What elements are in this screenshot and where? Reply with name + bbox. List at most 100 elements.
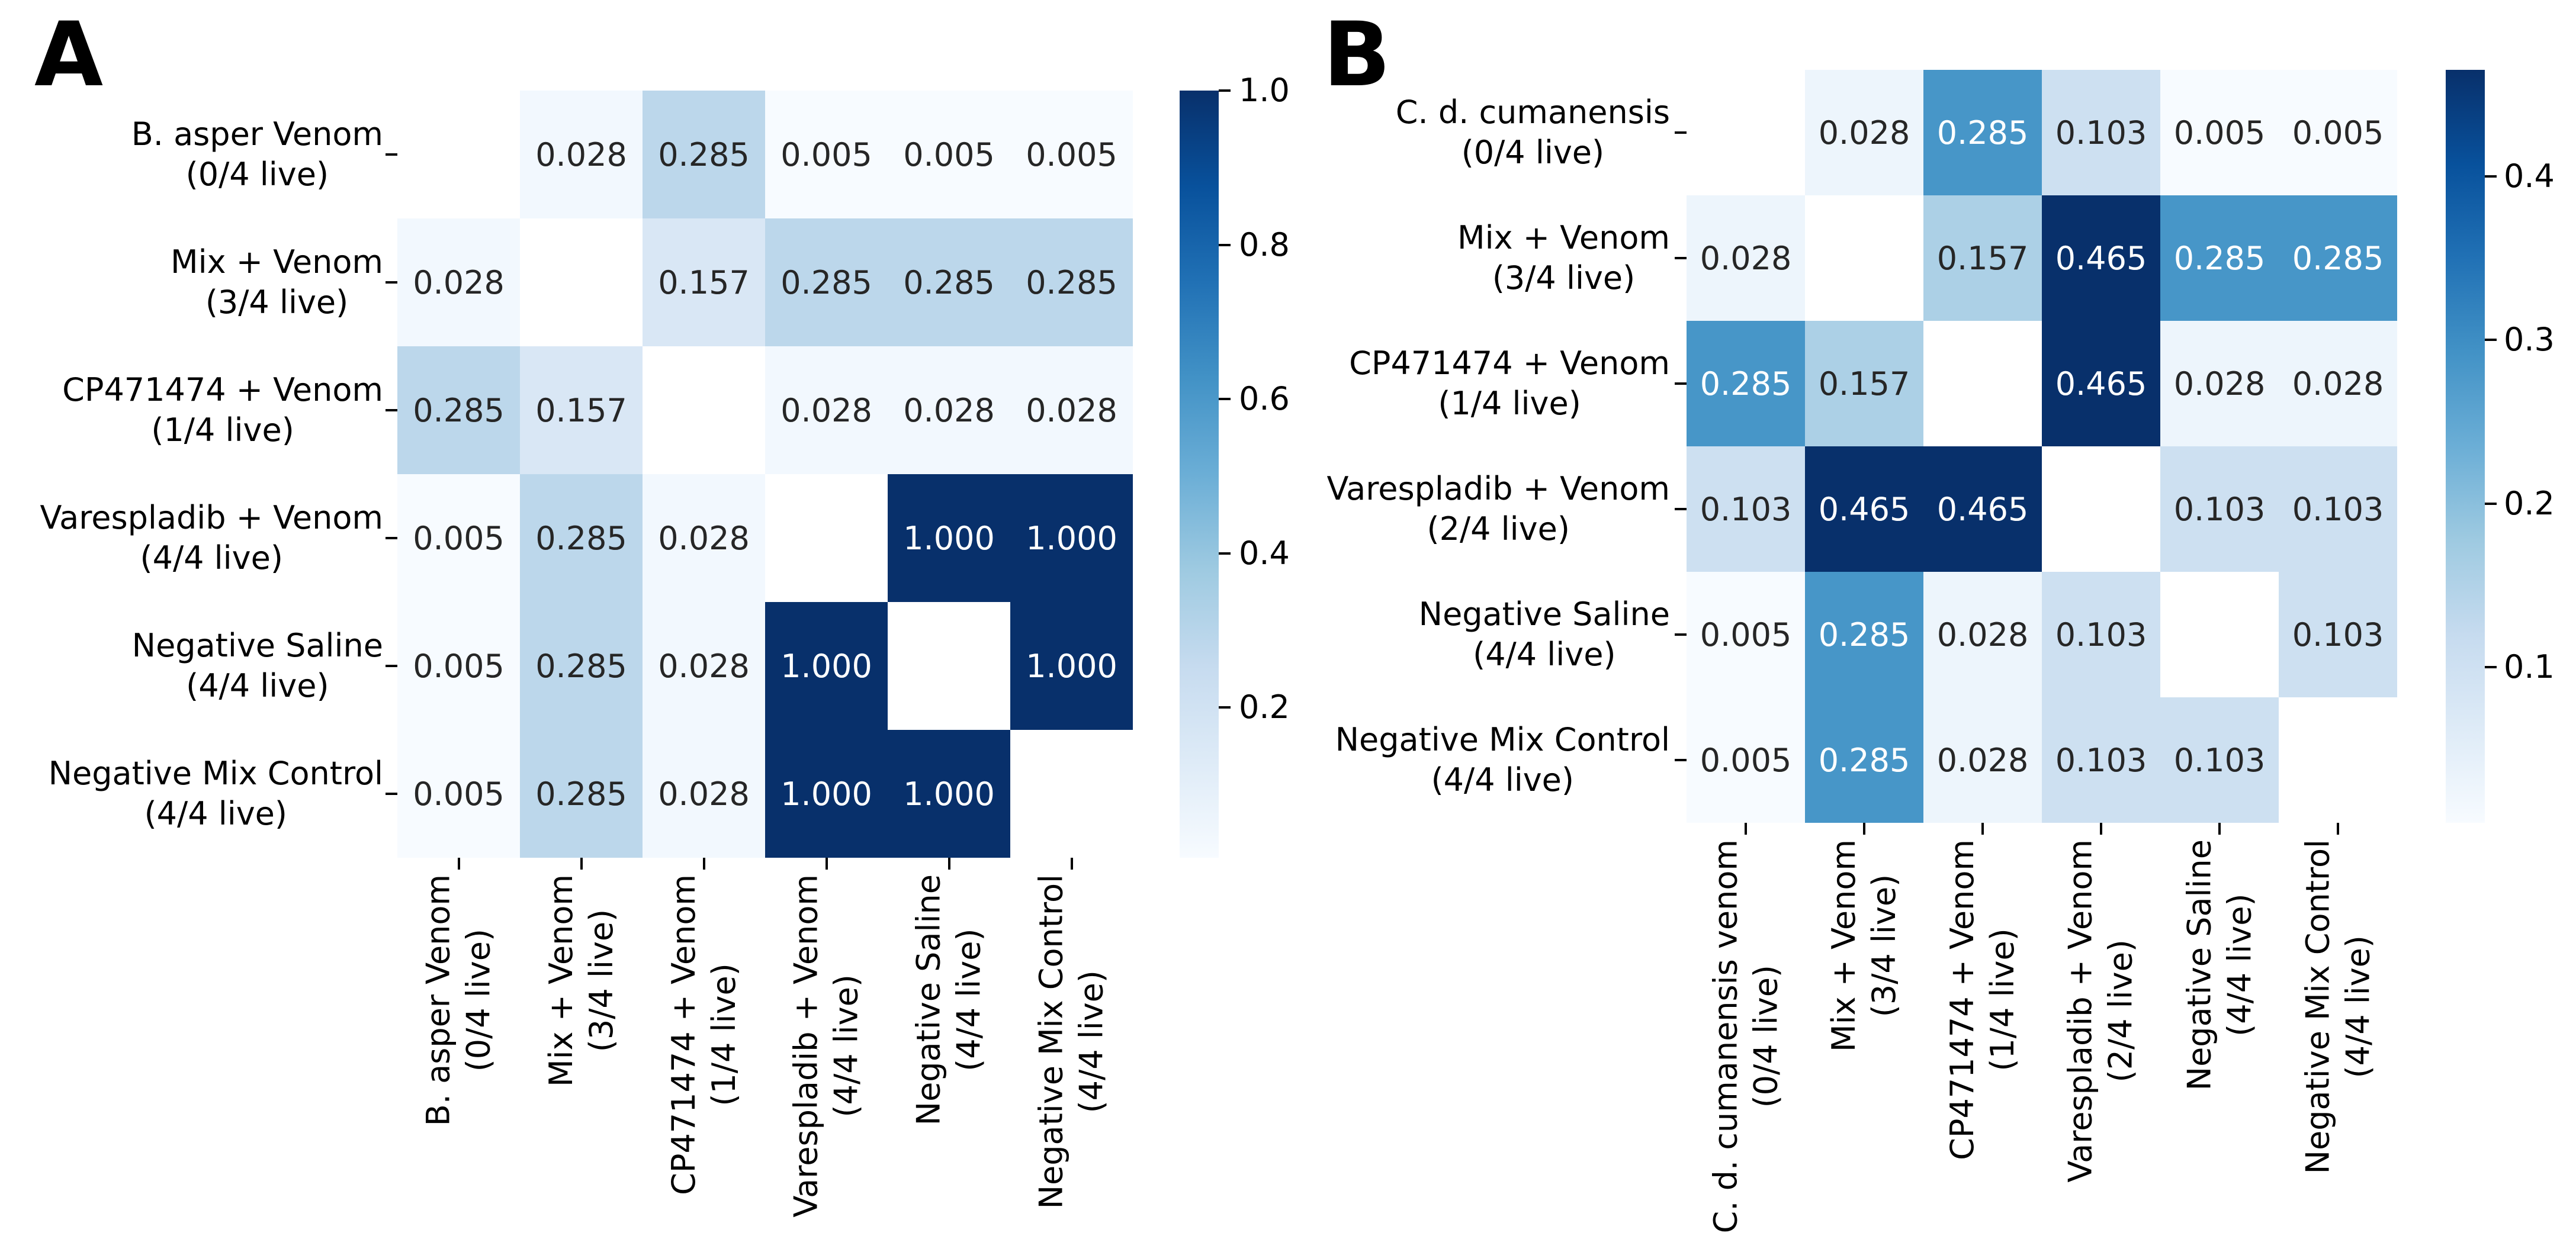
col-label: Varespladib + Venom (4/4 live): [786, 874, 867, 1218]
y-tick: [386, 537, 397, 539]
y-tick: [1675, 382, 1687, 385]
col-label: Negative Saline (4/4 live): [2179, 839, 2260, 1090]
heatmap-cell: 0.028: [2160, 321, 2279, 446]
col-label-line: Mix + Venom: [1825, 839, 1862, 1052]
heatmap-cell: 0.028: [643, 730, 765, 858]
y-tick: [1675, 633, 1687, 636]
x-tick: [2337, 823, 2339, 835]
y-tick: [1675, 131, 1687, 134]
row-label-line: (1/4 live): [1438, 385, 1581, 422]
row-label-line: CP471474 + Venom: [1349, 345, 1670, 382]
heatmap-cell: 0.028: [1923, 697, 2042, 823]
heatmap-cell: 0.285: [2279, 195, 2397, 321]
heatmap-cell: 1.000: [888, 730, 1010, 858]
row-label-lines: Varespladib + Venom (4/4 live): [40, 498, 383, 578]
col-label-line: (1/4 live): [705, 963, 743, 1106]
heatmap-cell: 0.028: [643, 602, 765, 730]
colorbar-tick: [1219, 89, 1231, 92]
heatmap-cell: 1.000: [765, 602, 888, 730]
colorbar-tick: [2485, 666, 2497, 669]
y-tick: [386, 665, 397, 667]
col-label: Mix + Venom (3/4 live): [1824, 839, 1904, 1052]
row-label: Mix + Venom (3/4 live): [0, 218, 1670, 298]
heatmap-cell: 0.285: [765, 218, 888, 346]
col-label-line: (4/4 live): [827, 974, 865, 1118]
row-label: CP471474 + Venom (1/4 live): [0, 370, 383, 450]
colorbar-tick: [2485, 502, 2497, 505]
col-label: CP471474 + Venom (1/4 live): [1942, 839, 2023, 1160]
col-label-line: (3/4 live): [582, 909, 620, 1052]
x-tick: [702, 858, 705, 870]
heatmap-cell: 0.005: [397, 474, 520, 602]
row-label: CP471474 + Venom (1/4 live): [0, 343, 1670, 424]
x-tick: [1981, 823, 1984, 835]
heatmap-cell: 0.028: [643, 474, 765, 602]
col-label-line: Mix + Venom: [542, 874, 580, 1087]
row-label-line: Negative Mix Control: [48, 755, 383, 792]
heatmap-cell: 0.285: [397, 346, 520, 474]
colorbar-tick-label: 1.0: [1239, 72, 1290, 109]
colorbar-tick-label: 0.8: [1239, 226, 1290, 263]
col-label: Mix + Venom (3/4 live): [541, 874, 622, 1087]
row-label-line: Varespladib + Venom: [40, 499, 383, 536]
heatmap-cell: 0.285: [1805, 697, 1923, 823]
heatmap-cell: 0.157: [643, 218, 765, 346]
col-label-line: Negative Saline: [2180, 839, 2218, 1091]
col-label-line: (0/4 live): [1747, 965, 1784, 1108]
heatmap-cell: 0.103: [1687, 446, 1805, 572]
row-label-lines: Negative Saline (4/4 live): [1419, 594, 1670, 675]
heatmap-cell-diagonal: [2160, 572, 2279, 697]
heatmap-cell: 1.000: [888, 474, 1010, 602]
heatmap-cell: 0.028: [1923, 572, 2042, 697]
heatmap-b: 0.028 0.285 0.103 0.005 0.005 0.028 0.157 0.465…: [1687, 70, 2397, 823]
heatmap-cell: 0.285: [643, 91, 765, 218]
row-label-line: (4/4 live): [140, 539, 283, 577]
heatmap-cell: 0.465: [1923, 446, 2042, 572]
heatmap-cell-diagonal: [397, 91, 520, 218]
colorbar-tick-label: 0.6: [1239, 380, 1290, 417]
x-tick: [1863, 823, 1865, 835]
heatmap-cell: 0.005: [2279, 70, 2397, 195]
col-label-line: (4/4 live): [1072, 970, 1110, 1113]
col-label-line: (2/4 live): [2102, 939, 2140, 1083]
heatmap-cell: 0.285: [1010, 218, 1133, 346]
colorbar-tick-label: 0.3: [2504, 321, 2555, 359]
row-label: Varespladib + Venom (4/4 live): [0, 498, 383, 578]
heatmap-cell: 0.465: [2042, 321, 2160, 446]
heatmap-cell: 0.028: [1010, 346, 1133, 474]
heatmap-cell: 0.103: [2042, 697, 2160, 823]
colorbar-tick-label: 0.1: [2504, 648, 2555, 686]
row-label-line: (1/4 live): [151, 411, 294, 449]
row-label-line: C. d. cumanensis: [1395, 94, 1670, 131]
heatmap-cell: 0.103: [2160, 446, 2279, 572]
heatmap-cell: 0.103: [2042, 70, 2160, 195]
row-label-line: (0/4 live): [185, 156, 329, 193]
row-label-line: (2/4 live): [1427, 510, 1570, 548]
heatmap-cell: 0.157: [520, 346, 643, 474]
row-label-lines: Varespladib + Venom (2/4 live): [1326, 469, 1670, 549]
col-label-line: (4/4 live): [2221, 893, 2258, 1037]
y-tick: [1675, 257, 1687, 259]
row-label: Negative Mix Control (4/4 live): [0, 720, 1670, 800]
row-label: Varespladib + Venom (2/4 live): [0, 469, 1670, 549]
y-tick: [1675, 759, 1687, 761]
colorbar-b: [2446, 70, 2485, 823]
heatmap-cell: 0.005: [397, 730, 520, 858]
row-label-lines: C. d. cumanensis (0/4 live): [1396, 92, 1670, 173]
heatmap-cell: 0.028: [888, 346, 1010, 474]
heatmap-cell: 0.285: [1923, 70, 2042, 195]
col-label: C. d. cumanensis venom (0/4 live): [1705, 839, 1786, 1233]
y-tick: [386, 793, 397, 795]
col-label: Varespladib + Venom (2/4 live): [2061, 839, 2141, 1183]
row-label-line: Negative Mix Control: [1335, 721, 1670, 758]
col-label-line: Negative Mix Control: [2299, 839, 2336, 1174]
row-label-line: Negative Saline: [131, 627, 383, 664]
y-tick: [386, 281, 397, 284]
row-label: Negative Mix Control (4/4 live): [0, 754, 383, 834]
heatmap-cell-diagonal: [643, 346, 765, 474]
heatmap-cell: 0.285: [1805, 572, 1923, 697]
panel-a-letter: A: [34, 4, 104, 107]
heatmap-cell: 0.028: [2279, 321, 2397, 446]
heatmap-cell: 1.000: [1010, 474, 1133, 602]
y-tick: [386, 409, 397, 411]
